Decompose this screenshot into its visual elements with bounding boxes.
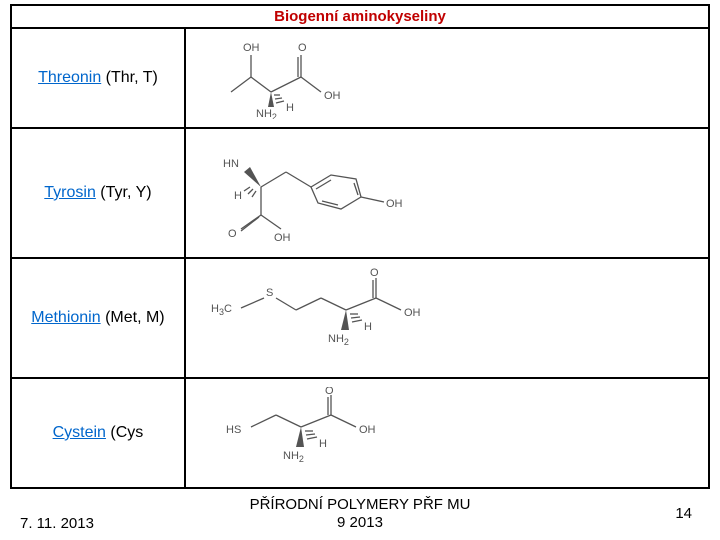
label-h: H: [286, 102, 294, 114]
label-o: O: [325, 387, 334, 397]
label-oh: OH: [243, 42, 260, 54]
table-row: Threonin (Thr, T): [11, 28, 709, 128]
tyrosin-structure: HN H O OH OH: [206, 137, 436, 249]
threonin-code: (Thr, T): [101, 69, 158, 86]
label-h3c: H3C: [211, 303, 232, 317]
amino-acid-table: Biogenní aminokyseliny Threonin (Thr, T): [10, 4, 710, 489]
cystein-code: (Cys: [106, 424, 143, 441]
cystein-link[interactable]: Cystein: [53, 424, 106, 441]
label-s: S: [266, 287, 273, 299]
structure-cell: HS O OH NH2 H: [185, 378, 709, 488]
footer-line2: 9 2013: [337, 514, 383, 531]
table-row: Methionin (Met, M): [11, 258, 709, 378]
label-nh2: NH2: [283, 450, 304, 464]
footer-center: PŘÍRODNÍ POLYMERY PŘF MU 9 2013: [200, 496, 520, 532]
structure-cell: HN H O OH OH: [185, 128, 709, 258]
methionin-link[interactable]: Methionin: [31, 309, 100, 326]
table-row: Cystein (Cys HS O: [11, 378, 709, 488]
table-title: Biogenní aminokyseliny: [11, 5, 709, 28]
threonin-structure: OH O OH NH2 H: [206, 37, 376, 119]
label-oh: OH: [404, 307, 421, 319]
label-o: O: [370, 268, 379, 279]
label-hn: HN: [223, 158, 239, 170]
label-nh2: NH2: [256, 108, 277, 119]
label-oh: OH: [386, 198, 403, 210]
footer-page-number: 14: [675, 505, 692, 522]
structure-cell: H3C S O OH NH2 H: [185, 258, 709, 378]
label-hs: HS: [226, 424, 241, 436]
label-oh: OH: [324, 90, 341, 102]
label-o: O: [298, 42, 307, 54]
table-row: Tyrosin (Tyr, Y): [11, 128, 709, 258]
label-h: H: [319, 438, 327, 450]
label-o: O: [228, 228, 237, 240]
tyrosin-link[interactable]: Tyrosin: [44, 184, 96, 201]
structure-cell: OH O OH NH2 H: [185, 28, 709, 128]
footer-date: 7. 11. 2013: [20, 515, 94, 532]
label-oh: OH: [274, 232, 291, 244]
cystein-structure: HS O OH NH2 H: [206, 387, 416, 479]
table-header-row: Biogenní aminokyseliny: [11, 5, 709, 28]
label-nh2: NH2: [328, 333, 349, 347]
methionin-code: (Met, M): [101, 309, 165, 326]
threonin-link[interactable]: Threonin: [38, 69, 101, 86]
tyrosin-code: (Tyr, Y): [96, 184, 152, 201]
footer-line1: PŘÍRODNÍ POLYMERY PŘF MU: [250, 496, 471, 513]
label-h: H: [234, 190, 242, 202]
amino-name-cell: Methionin (Met, M): [11, 258, 185, 378]
label-h: H: [364, 321, 372, 333]
label-oh: OH: [359, 424, 376, 436]
amino-name-cell: Threonin (Thr, T): [11, 28, 185, 128]
slide-page: Biogenní aminokyseliny Threonin (Thr, T): [0, 0, 720, 540]
amino-name-cell: Cystein (Cys: [11, 378, 185, 488]
methionin-structure: H3C S O OH NH2 H: [206, 268, 466, 368]
amino-name-cell: Tyrosin (Tyr, Y): [11, 128, 185, 258]
